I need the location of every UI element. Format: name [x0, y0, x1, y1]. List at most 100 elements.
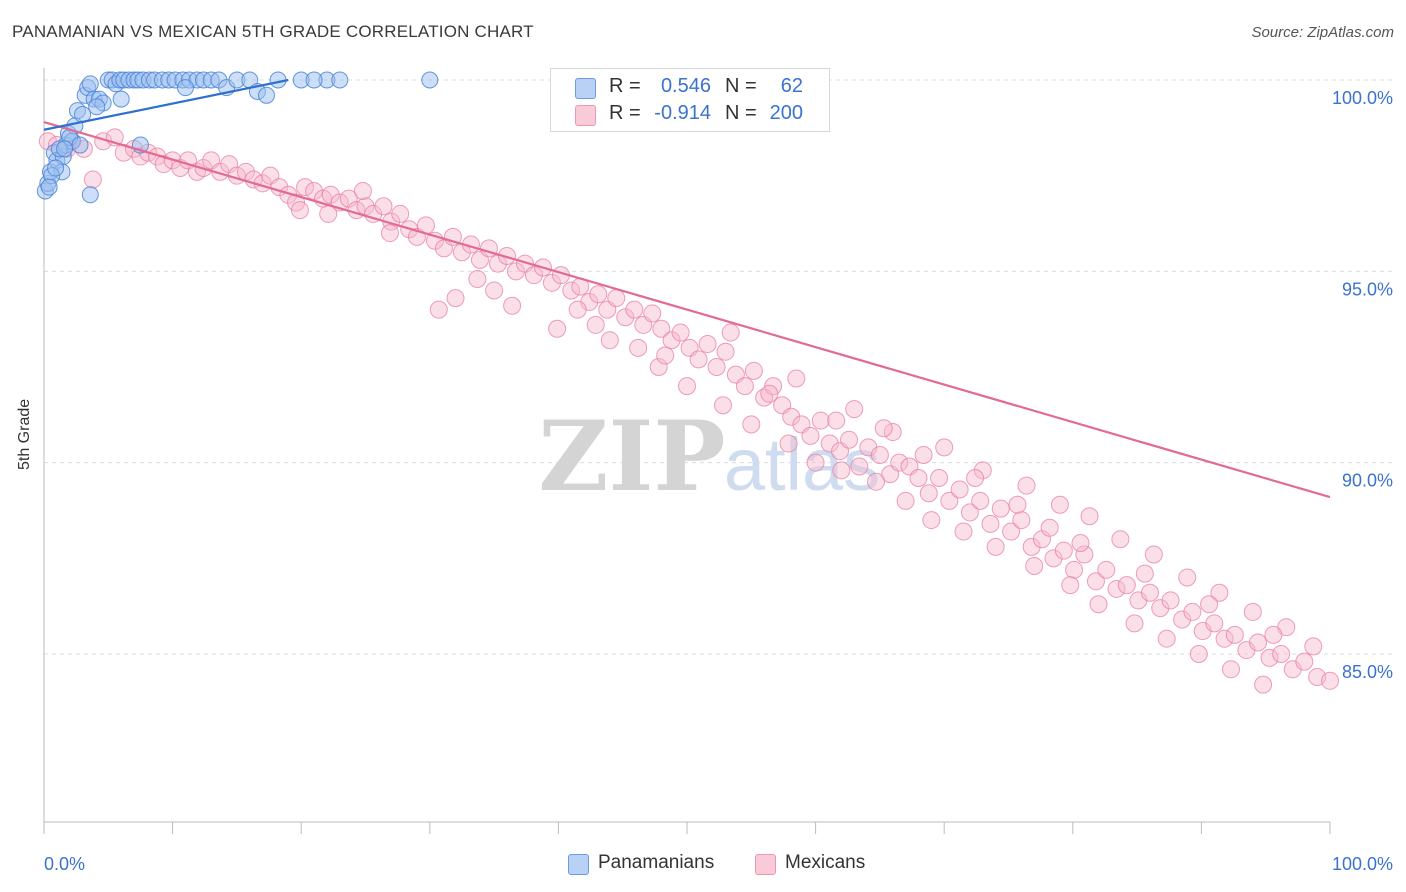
mexicans-point	[930, 468, 949, 487]
chart-title: PANAMANIAN VS MEXICAN 5TH GRADE CORRELAT…	[12, 22, 534, 41]
mexicans-point	[940, 491, 959, 510]
mexicans-point	[506, 262, 525, 281]
mexicans-point	[1107, 579, 1126, 598]
mexicans-point	[1111, 530, 1130, 549]
grid-lines	[44, 79, 1392, 655]
mexicans-point	[548, 319, 567, 338]
mexicans-point	[485, 281, 504, 300]
panamanians-point	[56, 140, 74, 158]
mexicans-point	[1075, 545, 1094, 564]
mexicans-point	[801, 426, 820, 445]
legend-row-panamanians: R = 0.546 N = 62	[551, 73, 829, 101]
mexicans-point	[568, 300, 587, 319]
mexicans-point	[914, 446, 933, 465]
mexicans-trend-line	[43, 121, 1331, 499]
mexicans-point	[966, 468, 985, 487]
legend-label: Mexicans	[785, 852, 866, 873]
mexicans-point	[629, 338, 648, 357]
mexicans-point	[321, 185, 340, 204]
mexicans-point	[1295, 652, 1314, 671]
mexicans-point	[744, 361, 763, 380]
mexicans-point	[468, 269, 487, 288]
n-value: 200	[769, 102, 803, 124]
mexicans-point	[760, 384, 779, 403]
mexicans-point	[1248, 633, 1267, 652]
mexicans-point	[503, 296, 522, 315]
n-label: N =	[725, 75, 757, 97]
mexicans-point	[1215, 629, 1234, 648]
mexicans-point	[909, 468, 928, 487]
mexicans-point	[1243, 602, 1262, 621]
mexicans-point	[1125, 614, 1144, 633]
mexicans-point	[1183, 602, 1202, 621]
mexicans-point	[1061, 576, 1080, 595]
legend-label: Panamanians	[598, 852, 715, 873]
mexicans-point	[714, 396, 733, 415]
x-tick-label: 100.0%	[1332, 854, 1393, 874]
mexicans-point	[1080, 507, 1099, 526]
mexicans-point	[1221, 660, 1240, 679]
mexicans-point	[662, 331, 681, 350]
legend-row-mexicans: R = -0.914 N = 200	[551, 100, 829, 128]
mexicans-point	[922, 511, 941, 530]
y-tick-label: 95.0%	[1342, 279, 1393, 299]
mexicans-point	[820, 434, 839, 453]
mexicans-point	[782, 407, 801, 426]
mexicans-point	[850, 457, 869, 476]
mexicans-point	[698, 335, 717, 354]
r-label: R =	[609, 102, 641, 124]
panamanians-trend-line	[43, 78, 289, 131]
mexicans-point	[883, 423, 902, 442]
source-credit: Source: ZipAtlas.com	[1251, 24, 1394, 41]
mexicans-point	[1173, 610, 1192, 629]
mexicans-point	[806, 453, 825, 472]
mexicans-point	[1157, 629, 1176, 648]
mexicans-point	[1017, 476, 1036, 495]
panamanians-point	[71, 136, 89, 154]
panamanians-swatch	[575, 78, 596, 99]
mexicans-point	[1022, 537, 1041, 556]
mexicans-point	[1002, 522, 1021, 541]
mexicans-point	[1025, 556, 1044, 575]
mexicans-point	[707, 358, 726, 376]
mexicans-point	[1086, 572, 1105, 591]
mexicans-point	[721, 323, 740, 342]
mexicans-point	[986, 537, 1005, 556]
mexicans-point	[1264, 625, 1283, 644]
mexicans-point	[305, 181, 324, 200]
panamanians-point	[176, 79, 194, 97]
mexicans-point	[832, 461, 851, 480]
mexicans-point	[154, 155, 173, 174]
mexicans-point	[919, 484, 938, 503]
mexicans-point	[1225, 625, 1244, 644]
mexicans-point	[586, 315, 605, 334]
mexicans-point	[1272, 645, 1291, 663]
mexicans-point	[1254, 675, 1273, 694]
mexicans-point	[827, 411, 846, 430]
mexicans-point	[867, 472, 886, 491]
mexicans-point	[353, 181, 372, 200]
mexicans-point	[1151, 599, 1170, 618]
mexicans-point	[896, 491, 915, 510]
mexicans-point	[1205, 614, 1224, 633]
mexicans-point	[1260, 648, 1279, 667]
panamanians-point	[40, 178, 58, 196]
mexicans-point	[380, 224, 399, 243]
mexicans-point	[954, 522, 973, 541]
mexicans-point	[678, 377, 696, 396]
mexicans-point	[600, 331, 619, 350]
mexicans-point	[981, 514, 1000, 533]
r-value: -0.914	[654, 102, 711, 124]
series-legend: Panamanians Mexicans	[0, 852, 1406, 878]
mexicans-point	[874, 419, 893, 438]
mexicans-point	[1304, 637, 1323, 656]
mexicans-point	[716, 342, 735, 361]
mexicans-point	[1144, 545, 1163, 564]
trend-lines	[43, 78, 1331, 499]
mexicans-point	[643, 304, 662, 323]
mexicans-point	[742, 415, 761, 434]
watermark-zip: ZIP	[538, 400, 725, 513]
mexicans-point	[83, 170, 102, 189]
mexicans-point	[1200, 595, 1219, 614]
